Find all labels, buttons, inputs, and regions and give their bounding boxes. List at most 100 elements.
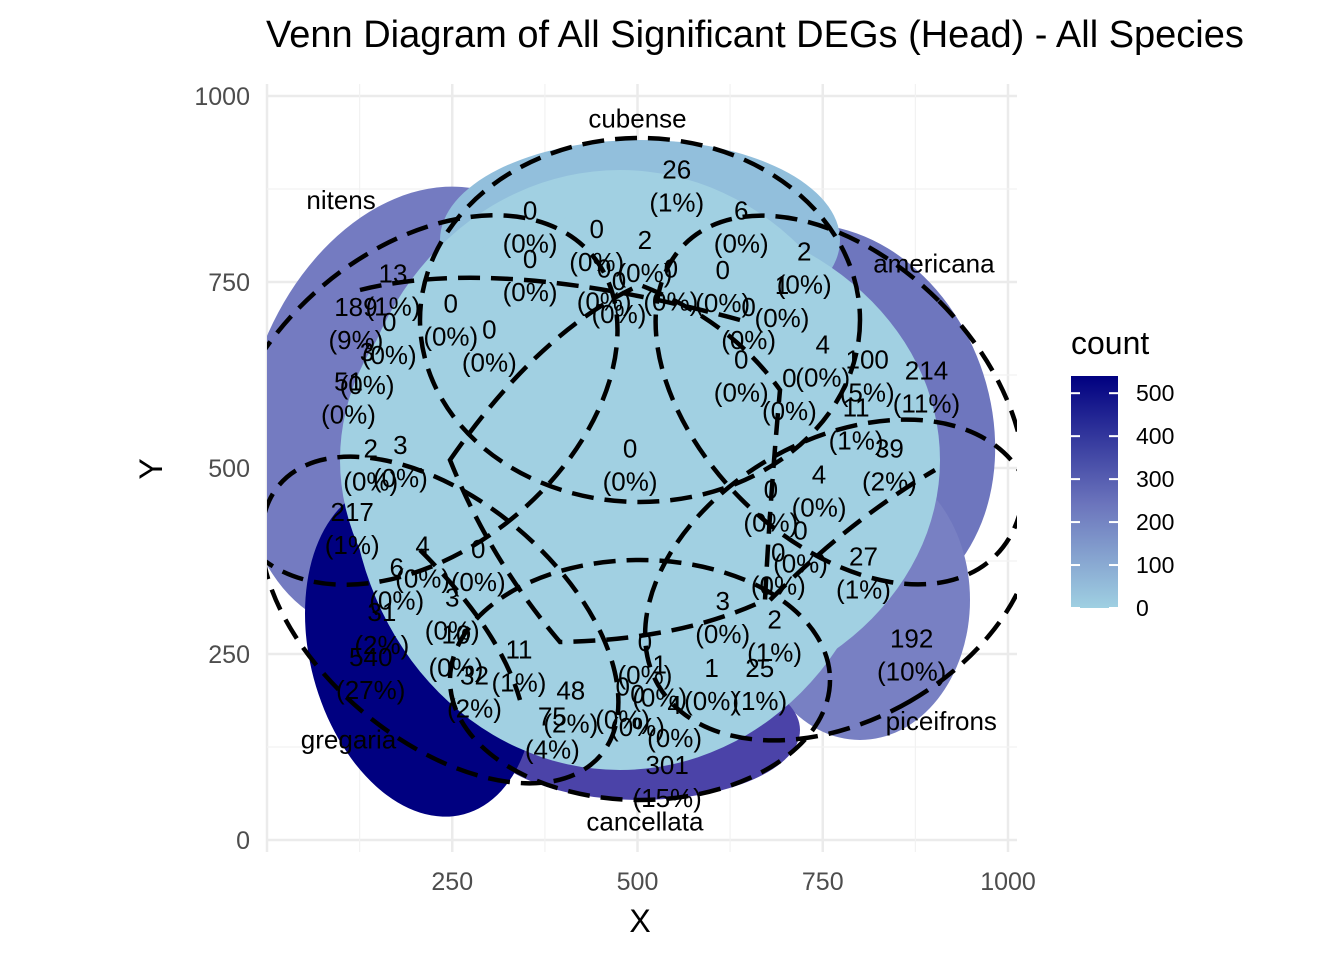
region-percent-label: (0%): [773, 548, 828, 578]
region-percent-label: (15%): [632, 783, 701, 813]
region-count-label: 4: [415, 530, 429, 560]
region-count-label: 13: [379, 259, 408, 289]
region-count-label: 6: [734, 195, 748, 225]
region-count-label: 2: [638, 225, 652, 255]
set-label-nitens: nitens: [306, 185, 375, 215]
region-count-label: 0: [715, 255, 729, 285]
region-count-label: 1: [704, 653, 718, 683]
region-count-label: 39: [875, 434, 904, 464]
region-percent-label: (0%): [362, 340, 417, 370]
region-count-label: 217: [331, 497, 374, 527]
region-percent-label: (2%): [862, 467, 917, 497]
region-count-label: 100: [846, 344, 889, 374]
set-outline-nitens: [267, 213, 620, 587]
region-percent-label: (2%): [354, 630, 409, 660]
region-count-label: 6: [389, 553, 403, 583]
set-label-gregaria: gregaria: [301, 725, 397, 755]
region-percent-label: (0%): [695, 619, 750, 649]
region-percent-label: (1%): [732, 686, 787, 716]
region-count-label: 3: [393, 430, 407, 460]
region-percent-label: (0%): [395, 563, 450, 593]
region-count-label: 0: [638, 627, 652, 657]
region-percent-label: (0%): [643, 287, 698, 317]
region-count-label: 189: [334, 292, 377, 322]
y-tick-label: 500: [208, 455, 250, 483]
region-count-label: 27: [849, 541, 878, 571]
region-count-label: 0: [471, 534, 485, 564]
legend-colorbar: [1071, 376, 1118, 608]
region-count-label: 1: [775, 270, 789, 300]
region-percent-label: (1%): [366, 292, 421, 322]
region-count-label: 2: [797, 236, 811, 266]
region-count-label: 32: [460, 660, 489, 690]
region-percent-label: (1%): [649, 188, 704, 218]
region-percent-label: (0%): [795, 362, 850, 392]
legend-tick-label: 400: [1136, 423, 1174, 449]
region-percent-label: (0%): [714, 377, 769, 407]
chart-title: Venn Diagram of All Significant DEGs (He…: [266, 14, 1244, 56]
region-percent-label: (0%): [743, 507, 798, 537]
y-tick-label: 250: [208, 641, 250, 669]
region-percent-label: (0%): [695, 288, 750, 318]
set-outline-gregaria: [267, 454, 621, 786]
region-percent-label: (0%): [632, 682, 687, 712]
region-count-label: 0: [782, 363, 796, 393]
y-tick-label: 750: [208, 269, 250, 297]
x-axis-title: X: [629, 903, 650, 939]
region-count-label: 0: [623, 434, 637, 464]
x-tick-label: 500: [617, 868, 659, 896]
region-percent-label: (1%): [836, 574, 891, 604]
region-count-label: 0: [771, 538, 785, 568]
region-count-label: 3: [715, 586, 729, 616]
region-percent-label: (0%): [577, 287, 632, 317]
y-tick-label: 1000: [194, 83, 250, 111]
region-percent-label: (1%): [829, 426, 884, 456]
region-percent-label: (2%): [543, 708, 598, 738]
x-tick-label: 750: [802, 868, 844, 896]
region-percent-label: (1%): [325, 530, 380, 560]
region-count-label: 4: [816, 329, 830, 359]
region-percent-label: (0%): [603, 467, 658, 497]
region-percent-label: (0%): [714, 228, 769, 258]
region-percent-label: (0%): [423, 321, 478, 351]
region-percent-label: (10%): [877, 656, 946, 686]
region-count-label: 214: [905, 355, 948, 385]
region-percent-label: (5%): [840, 377, 895, 407]
core-outline: [447, 282, 783, 645]
region-count-label: 2: [767, 605, 781, 635]
region-percent-label: (0%): [503, 277, 558, 307]
y-tick-label: 0: [236, 827, 250, 855]
region-count-label: 51: [334, 367, 363, 397]
set-label-cubense: cubense: [588, 103, 686, 133]
region-percent-label: (0%): [592, 299, 647, 329]
region-count-label: 301: [645, 750, 688, 780]
region-count-label: 0: [382, 307, 396, 337]
region-percent-label: (27%): [336, 675, 405, 705]
region-count-label: 0: [523, 195, 537, 225]
region-count-label: 0: [612, 266, 626, 296]
legend: count 0 100 200 300 400 500: [1071, 325, 1174, 621]
region-percent-label: (0%): [369, 586, 424, 616]
region-count-label: 10: [441, 620, 470, 650]
region-percent-label: (4%): [525, 734, 580, 764]
set-outline-piceifrons: [642, 417, 1017, 743]
legend-tick-label: 100: [1136, 552, 1174, 578]
set-label-cancellata: cancellata: [586, 806, 704, 836]
set-label-americana: americana: [873, 248, 995, 278]
legend-title: count: [1071, 325, 1149, 361]
region-percent-label: (0%): [610, 712, 665, 742]
region-count-label: 4: [667, 690, 681, 720]
legend-tick-label: 300: [1136, 466, 1174, 492]
region-labels: 0(0%)26(1%)214(11%)192(10%)301(15%)540(2…: [321, 155, 960, 813]
y-axis-title: Y: [133, 458, 169, 479]
set-outline-cubense: [417, 135, 863, 505]
region-percent-label: (1%): [491, 667, 546, 697]
region-count-label: 0: [764, 474, 778, 504]
region-percent-label: (0%): [751, 571, 806, 601]
region-count-label: 11: [505, 634, 532, 664]
region-percent-label: (1%): [747, 638, 802, 668]
legend-tick-label: 500: [1136, 380, 1174, 406]
region-percent-label: (0%): [343, 467, 398, 497]
region-percent-label: (0%): [647, 723, 702, 753]
region-percent-label: (0%): [451, 567, 506, 597]
